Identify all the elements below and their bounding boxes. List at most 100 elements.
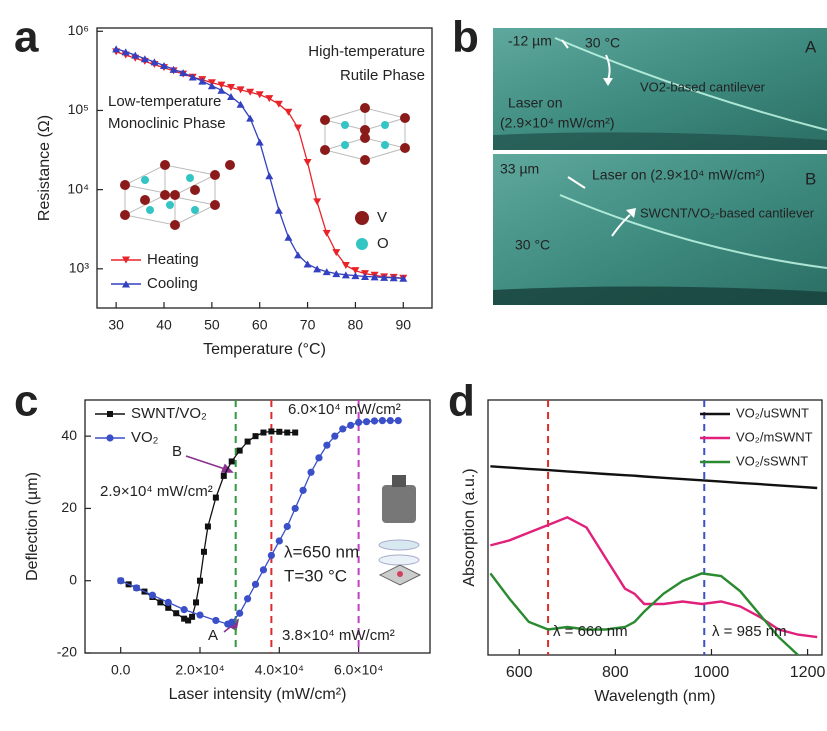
data-point [244, 595, 251, 602]
y-tick-label: 40 [61, 427, 77, 443]
data-point [256, 138, 264, 145]
photo-text: Laser on [508, 95, 562, 111]
data-point [260, 430, 266, 436]
photo-text: VO2-based cantilever [640, 79, 766, 94]
data-point [213, 495, 219, 501]
x-tick-label: 60 [252, 317, 268, 333]
data-point [237, 448, 243, 454]
data-point [313, 265, 321, 272]
annotation: High-temperature [308, 43, 425, 60]
x-tick-label: 0.0 [111, 662, 131, 678]
legend-label: VO₂/uSWNT [736, 405, 809, 420]
x-tick-label: 30 [108, 317, 124, 333]
data-point [205, 524, 211, 530]
data-point [276, 537, 283, 544]
annotation: 2.9×10⁴ mW/cm² [100, 483, 213, 500]
annotation: Monoclinic Phase [108, 115, 226, 132]
data-point [323, 442, 330, 449]
data-point [355, 419, 362, 426]
data-point [331, 433, 338, 440]
x-tick-label: 80 [348, 317, 364, 333]
series-line [490, 573, 817, 667]
data-point [284, 234, 292, 241]
legend-label: Heating [147, 251, 199, 268]
data-point [284, 109, 292, 116]
y-tick-label: 10⁴ [67, 180, 89, 196]
y-tick-label: 10⁵ [68, 101, 89, 117]
photo-text: (2.9×10⁴ mW/cm²) [500, 115, 615, 131]
data-point [133, 584, 140, 591]
annotation: λ=650 nm [284, 542, 359, 561]
data-point [189, 614, 195, 620]
photo-text: SWCNT/VO₂-based cantilever [640, 205, 815, 220]
data-point [332, 249, 340, 256]
data-point [292, 505, 299, 512]
data-point [395, 417, 402, 424]
y-axis-label: Deflection (µm) [24, 472, 41, 581]
data-point [347, 422, 354, 429]
figure: b -12 µm 30 °C Laser on (2.9×10⁴ mW/cm²)… [0, 0, 827, 731]
annotation: 3.8×10⁴ mW/cm² [282, 627, 395, 644]
y-axis-label: Absorption (a.u.) [461, 468, 478, 586]
data-point [236, 610, 243, 617]
data-point [387, 417, 394, 424]
photo-panel: b -12 µm 30 °C Laser on (2.9×10⁴ mW/cm²)… [452, 13, 827, 305]
x-axis-label: Wavelength (nm) [594, 688, 715, 705]
x-tick-label: 800 [602, 664, 629, 681]
data-point [149, 592, 156, 599]
data-point [201, 549, 207, 555]
data-point [294, 125, 302, 132]
panel-label: d [448, 377, 475, 426]
series-line [490, 466, 817, 488]
panel-label: c [14, 377, 38, 426]
data-point [253, 433, 259, 439]
annotation: λ = 660 nm [553, 623, 628, 640]
data-point [284, 523, 291, 530]
data-point [237, 86, 245, 93]
annotation: Rutile Phase [340, 67, 425, 84]
data-point [315, 454, 322, 461]
data-point [342, 262, 350, 269]
legend-label: VO₂/sSWNT [736, 453, 808, 468]
data-point [212, 617, 219, 624]
data-point [193, 599, 199, 605]
annotation: T=30 °C [284, 566, 347, 585]
data-point [181, 606, 188, 613]
y-axis-label: Resistance (Ω) [36, 115, 53, 221]
x-tick-label: 70 [300, 317, 316, 333]
data-point [323, 230, 331, 237]
x-tick-label: 6.0×10⁴ [334, 662, 383, 678]
photo-text: 30 °C [515, 237, 550, 253]
data-point [307, 469, 314, 476]
data-point [173, 610, 179, 616]
photo-text: 30 °C [585, 35, 620, 51]
annotation: B [172, 443, 182, 460]
panel-label: b [452, 13, 479, 62]
x-tick-label: 600 [506, 664, 533, 681]
data-point [228, 619, 235, 626]
data-point [284, 430, 290, 436]
data-point [252, 581, 259, 588]
x-tick-label: 1200 [790, 664, 826, 681]
x-tick-label: 1000 [694, 664, 730, 681]
legend-label: VO₂ [131, 429, 159, 446]
y-tick-label: -20 [57, 644, 77, 660]
legend-marker [106, 434, 113, 441]
legend-label: Cooling [147, 275, 198, 292]
setup-illustration [379, 475, 420, 585]
legend-marker [107, 411, 113, 417]
annotation: λ = 985 nm [712, 623, 787, 640]
data-point [339, 425, 346, 432]
data-point [196, 611, 203, 618]
series-line [121, 421, 399, 624]
x-tick-label: 40 [156, 317, 172, 333]
y-tick-label: 10³ [69, 260, 90, 276]
data-point [117, 577, 124, 584]
photo-tag: A [805, 37, 817, 56]
panel-label: a [14, 13, 39, 62]
data-point [363, 418, 370, 425]
annotation: A [208, 627, 218, 644]
data-point [229, 458, 235, 464]
annotation: O [377, 235, 389, 252]
data-point [276, 429, 282, 435]
